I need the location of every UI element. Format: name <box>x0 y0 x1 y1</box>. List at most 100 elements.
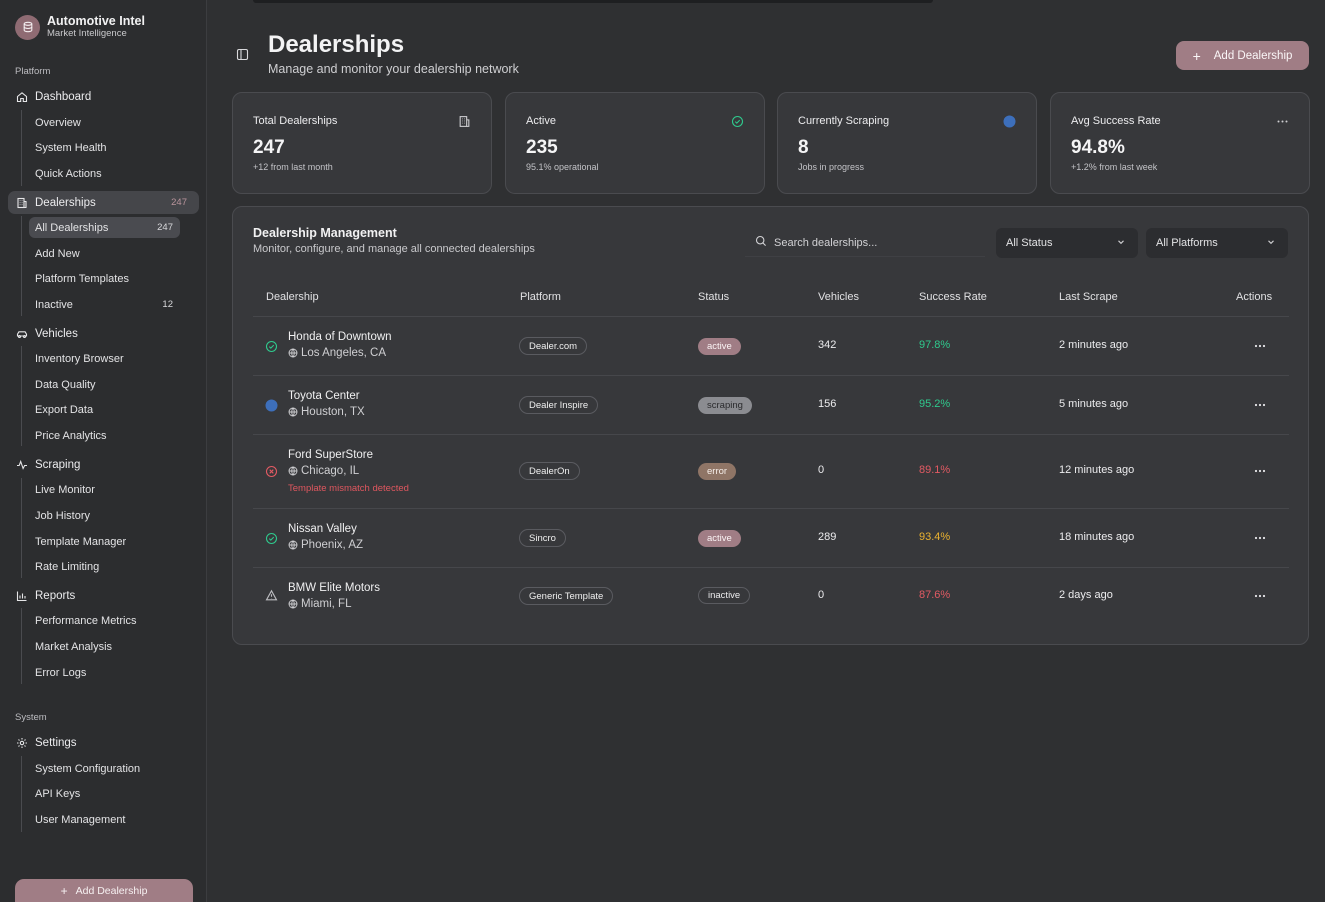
submenu-line <box>21 346 22 446</box>
activity-icon <box>16 459 28 471</box>
platform-badge: Sincro <box>519 529 566 547</box>
sidebar-subitem-all-dealerships[interactable]: All Dealerships 247 <box>29 217 180 238</box>
search-box[interactable] <box>745 230 985 257</box>
status-badge: active <box>698 530 741 547</box>
sidebar-subitem-api-keys[interactable]: API Keys <box>29 783 180 804</box>
stat-label: Active <box>526 115 556 127</box>
sidebar-item-dashboard[interactable]: Dashboard <box>8 85 199 108</box>
last-scrape: 12 minutes ago <box>1059 464 1135 476</box>
sidebar-subitem-system-health[interactable]: System Health <box>29 137 180 158</box>
sidebar-subitem-market-analysis[interactable]: Market Analysis <box>29 636 180 657</box>
sidebar-subitem-template-manager[interactable]: Template Manager <box>29 531 180 552</box>
brand-subtitle: Market Intelligence <box>47 28 127 39</box>
stat-desc: +12 from last month <box>253 162 333 172</box>
vehicles-count: 156 <box>818 398 837 410</box>
search-icon <box>755 234 767 252</box>
sidebar-item-scraping[interactable]: Scraping <box>8 453 199 476</box>
sidebar-subitem-export-data[interactable]: Export Data <box>29 399 180 420</box>
sidebar-subitem-performance-metrics[interactable]: Performance Metrics <box>29 610 180 631</box>
success-rate: 87.6% <box>919 589 951 601</box>
sidebar-subitem-error-logs[interactable]: Error Logs <box>29 662 180 683</box>
status-filter-select[interactable]: All Status <box>996 228 1138 258</box>
more-actions-icon[interactable] <box>1250 589 1270 603</box>
sidebar-subitem-user-management[interactable]: User Management <box>29 809 180 830</box>
search-input[interactable] <box>774 237 974 249</box>
sidebar-subitem-rate-limiting[interactable]: Rate Limiting <box>29 556 180 577</box>
check-circle-icon <box>265 532 278 545</box>
platform-filter-select[interactable]: All Platforms <box>1146 228 1288 258</box>
sidebar-subitem-label: Data Quality <box>35 378 96 391</box>
sidebar-item-reports[interactable]: Reports <box>8 584 199 607</box>
building-icon <box>458 115 471 128</box>
building-icon <box>16 197 28 209</box>
count-badge: 247 <box>157 222 173 233</box>
sidebar-subitem-quick-actions[interactable]: Quick Actions <box>29 163 180 184</box>
globe-icon <box>288 466 298 476</box>
table-row[interactable]: Nissan Valley Phoenix, AZ Sincro active … <box>253 509 1289 568</box>
add-dealership-button[interactable]: + Add Dealership <box>1176 41 1309 70</box>
stat-desc: Jobs in progress <box>798 162 865 172</box>
sidebar-subitem-overview[interactable]: Overview <box>29 112 180 133</box>
success-rate: 95.2% <box>919 398 951 410</box>
last-scrape: 18 minutes ago <box>1059 531 1135 543</box>
more-actions-icon[interactable] <box>1250 464 1270 478</box>
table-row[interactable]: Toyota Center Houston, TX Dealer Inspire… <box>253 376 1289 435</box>
submenu-line <box>21 216 22 316</box>
chevron-down-icon <box>1266 237 1276 247</box>
sidebar-subitem-label: User Management <box>35 813 126 826</box>
more-actions-icon[interactable] <box>1250 531 1270 545</box>
table-row[interactable]: Honda of Downtown Los Angeles, CA Dealer… <box>253 317 1289 376</box>
brand[interactable]: Automotive Intel Market Intelligence <box>15 14 145 40</box>
sidebar-item-vehicles[interactable]: Vehicles <box>8 322 199 345</box>
check-circle-icon <box>731 115 744 128</box>
card-subtitle: Monitor, configure, and manage all conne… <box>253 243 535 255</box>
column-header: Dealership <box>266 291 319 303</box>
card-title: Dealership Management <box>253 226 397 240</box>
table-header: Dealership Platform Status Vehicles Succ… <box>253 280 1289 317</box>
error-circle-icon <box>265 465 278 478</box>
table-row[interactable]: BMW Elite Motors Miami, FL Generic Templ… <box>253 568 1289 627</box>
sidebar-subitem-label: Price Analytics <box>35 429 107 442</box>
sidebar-subitem-live-monitor[interactable]: Live Monitor <box>29 479 180 500</box>
dealership-location: Los Angeles, CA <box>288 347 386 359</box>
sidebar-subitem-price-analytics[interactable]: Price Analytics <box>29 425 180 446</box>
column-header: Vehicles <box>818 291 859 303</box>
stat-label: Total Dealerships <box>253 115 338 127</box>
table-row[interactable]: Ford SuperStore Chicago, IL Template mis… <box>253 435 1289 509</box>
plus-icon: + <box>60 883 68 898</box>
dealership-location: Houston, TX <box>288 406 365 418</box>
sidebar-toggle-icon[interactable] <box>236 48 249 61</box>
more-actions-icon[interactable] <box>1250 339 1270 353</box>
sidebar-subitem-platform-templates[interactable]: Platform Templates <box>29 268 180 289</box>
sidebar-subitem-system-configuration[interactable]: System Configuration <box>29 758 180 779</box>
database-icon <box>15 14 40 40</box>
sidebar-subitem-label: Platform Templates <box>35 272 129 285</box>
platform-filter-value: All Platforms <box>1156 237 1218 249</box>
group-label-platform: Platform <box>15 66 51 77</box>
globe-icon <box>288 348 298 358</box>
sidebar-item-label: Scraping <box>35 458 81 471</box>
sidebar-subitem-job-history[interactable]: Job History <box>29 505 180 526</box>
sidebar-item-settings[interactable]: Settings <box>8 731 199 754</box>
sidebar-subitem-inactive[interactable]: Inactive 12 <box>29 294 180 315</box>
stat-card-scraping: Currently Scraping 8 Jobs in progress <box>777 92 1037 194</box>
sidebar-subitem-add-new[interactable]: Add New <box>29 243 180 264</box>
top-edge-bar <box>253 0 933 3</box>
column-header: Success Rate <box>919 291 987 303</box>
sidebar: Automotive Intel Market Intelligence Pla… <box>0 0 207 902</box>
sidebar-item-dealerships[interactable]: Dealerships 247 <box>8 191 199 214</box>
dealership-name: BMW Elite Motors <box>288 582 381 594</box>
vehicles-count: 342 <box>818 339 837 351</box>
dealership-name: Ford SuperStore <box>288 449 374 461</box>
dealership-management-card: Dealership Management Monitor, configure… <box>232 206 1309 645</box>
status-badge: active <box>698 338 741 355</box>
sidebar-add-dealership-button[interactable]: + Add Dealership <box>15 879 193 902</box>
warning-triangle-icon <box>265 589 278 602</box>
sidebar-add-dealership-label: Add Dealership <box>75 884 148 897</box>
sidebar-subitem-data-quality[interactable]: Data Quality <box>29 374 180 395</box>
success-rate: 93.4% <box>919 531 951 543</box>
success-rate: 89.1% <box>919 464 951 476</box>
more-actions-icon[interactable] <box>1250 398 1270 412</box>
success-rate: 97.8% <box>919 339 951 351</box>
sidebar-subitem-inventory-browser[interactable]: Inventory Browser <box>29 348 180 369</box>
